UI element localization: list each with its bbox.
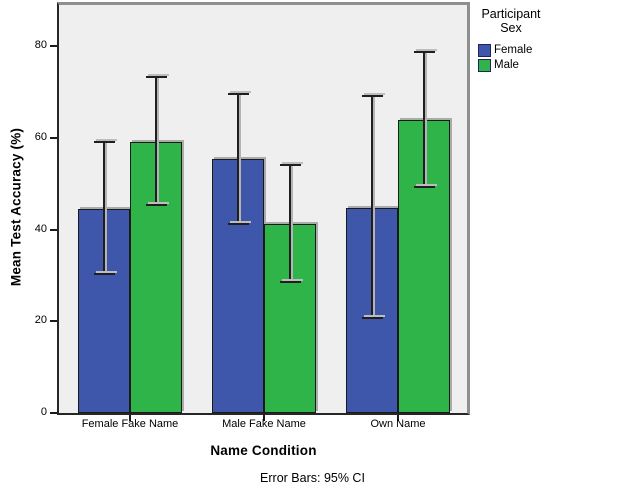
y-tick-label: 80	[34, 39, 47, 52]
legend-swatch-male	[478, 58, 491, 72]
error-bar-cap-top	[146, 76, 167, 78]
x-tick-label: Female Fake Name	[81, 418, 179, 430]
error-bar-cap-bottom	[94, 273, 115, 275]
y-tick-label: 0	[40, 406, 47, 418]
error-bar-cap-top	[414, 51, 435, 53]
y-axis-title: Mean Test Accuracy (%)	[8, 127, 24, 287]
x-tick-label: Male Fake Name	[222, 418, 306, 430]
legend-entry-male: Male	[478, 58, 620, 73]
error-bar-line	[103, 142, 105, 274]
error-bar-cap-top	[362, 95, 383, 97]
legend-swatch-female	[478, 43, 491, 57]
y-tick-mark	[50, 45, 57, 48]
legend-label: Female	[494, 43, 533, 56]
legend: Participant Sex Female Male	[470, 7, 620, 73]
error-bar-cap-bottom	[146, 204, 167, 206]
x-tick-mark	[263, 415, 265, 421]
error-bar-cap-bottom	[362, 317, 383, 319]
bar-male-2	[264, 224, 316, 413]
y-tick-label: 60	[34, 130, 47, 143]
y-tick-label: 20	[34, 314, 47, 327]
y-tick-label: 40	[34, 222, 47, 235]
x-tick-mark	[397, 415, 399, 421]
x-tick-label: Own Name	[370, 418, 426, 430]
y-tick-mark	[50, 228, 57, 231]
y-tick-mark	[50, 136, 57, 139]
error-bar-line	[155, 77, 157, 205]
error-bar-line	[371, 96, 373, 318]
legend-entry-female: Female	[478, 43, 620, 58]
error-bar-cap-bottom	[414, 186, 435, 188]
legend-title: Participant Sex	[481, 7, 541, 36]
error-bar-line	[289, 165, 291, 282]
error-bar-line	[237, 94, 239, 224]
error-bar-cap-top	[94, 141, 115, 143]
error-bar-cap-bottom	[280, 281, 301, 283]
y-tick-mark	[50, 320, 57, 323]
x-axis-title: Name Condition	[210, 443, 317, 458]
y-tick-mark	[50, 412, 57, 414]
error-bars-footnote: Error Bars: 95% CI	[260, 471, 365, 485]
legend-entries: Female Male	[478, 43, 620, 73]
error-bar-cap-top	[228, 93, 249, 95]
legend-label: Male	[494, 58, 519, 71]
error-bar-cap-top	[280, 164, 301, 166]
x-tick-mark	[129, 415, 131, 421]
error-bar-line	[423, 52, 425, 187]
error-bar-cap-bottom	[228, 223, 249, 225]
